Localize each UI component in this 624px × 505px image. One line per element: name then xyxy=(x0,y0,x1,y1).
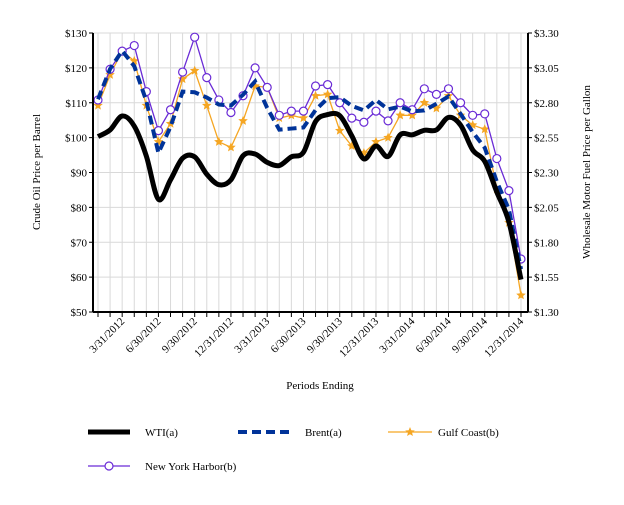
data-point-new-york-harbor-b xyxy=(274,110,284,120)
x-tick-label: 12/31/2012 xyxy=(192,316,236,360)
data-point-new-york-harbor-b xyxy=(178,67,188,77)
data-point-new-york-harbor-b xyxy=(335,98,345,108)
y-tick-label-left: $70 xyxy=(71,237,88,249)
data-point-gulf-coast-b xyxy=(347,141,357,150)
y-axis-title-right: Wholesale Motor Fuel Price per Gallon xyxy=(581,85,593,259)
data-point-gulf-coast-b xyxy=(395,110,405,120)
data-point-gulf-coast-b xyxy=(419,97,430,107)
data-point-new-york-harbor-b xyxy=(190,32,200,42)
legend-star-marker xyxy=(405,427,415,436)
data-point-new-york-harbor-b xyxy=(504,186,514,196)
x-tick-label: 6/30/2013 xyxy=(269,315,309,355)
y-tick-label-right: $1.30 xyxy=(534,307,559,319)
legend-item-brent-a: Brent(a) xyxy=(238,427,342,439)
y-tick-label-right: $3.05 xyxy=(534,63,559,75)
data-point-new-york-harbor-b xyxy=(492,153,502,164)
data-point-gulf-coast-b xyxy=(431,103,442,113)
data-point-new-york-harbor-b xyxy=(262,82,272,93)
data-point-new-york-harbor-b xyxy=(298,106,309,116)
x-tick-label: 12/31/2014 xyxy=(482,315,526,359)
data-point-new-york-harbor-b xyxy=(431,89,441,99)
series-line-gulf-coast-b xyxy=(97,50,522,296)
x-tick-label: 3/31/2013 xyxy=(232,315,272,355)
data-point-new-york-harbor-b xyxy=(480,109,490,119)
data-point-gulf-coast-b xyxy=(177,74,188,84)
data-point-new-york-harbor-b xyxy=(455,98,466,108)
x-tick-label: 6/30/2012 xyxy=(124,316,164,356)
legend-label: WTI(a) xyxy=(145,427,178,439)
data-point-new-york-harbor-b xyxy=(347,113,357,123)
series-line-brent-a xyxy=(96,47,523,270)
legend-item-gulf-coast-b: Gulf Coast(b) xyxy=(388,427,499,439)
data-point-new-york-harbor-b xyxy=(395,98,405,108)
legend-label: Brent(a) xyxy=(305,427,342,439)
data-point-gulf-coast-b xyxy=(129,55,139,65)
y-tick-label-left: $90 xyxy=(71,168,88,180)
y-tick-label-left: $80 xyxy=(71,202,88,214)
legend-label: New York Harbor(b) xyxy=(145,461,237,473)
data-point-new-york-harbor-b xyxy=(359,117,369,127)
data-point-new-york-harbor-b xyxy=(165,105,176,115)
data-point-new-york-harbor-b xyxy=(250,63,260,73)
x-tick-label: 12/31/2013 xyxy=(337,315,381,359)
data-point-gulf-coast-b xyxy=(226,142,236,152)
x-tick-label: 6/30/2014 xyxy=(414,315,454,355)
data-point-new-york-harbor-b xyxy=(310,81,321,91)
data-point-gulf-coast-b xyxy=(516,290,526,300)
y-tick-label-right: $2.05 xyxy=(534,202,559,214)
gridlines xyxy=(93,32,528,313)
data-point-gulf-coast-b xyxy=(310,90,321,100)
data-point-gulf-coast-b xyxy=(480,124,490,134)
data-point-new-york-harbor-b xyxy=(202,73,212,83)
data-point-gulf-coast-b xyxy=(407,110,417,120)
data-point-new-york-harbor-b xyxy=(468,110,478,120)
y-tick-label-right: $2.30 xyxy=(534,168,559,180)
legend-item-wti-a: WTI(a) xyxy=(88,427,178,439)
data-point-new-york-harbor-b xyxy=(443,84,454,94)
data-point-new-york-harbor-b xyxy=(129,40,139,51)
data-point-gulf-coast-b xyxy=(298,113,309,123)
legend-item-new-york-harbor-b: New York Harbor(b) xyxy=(88,461,237,473)
y-tick-label-left: $110 xyxy=(65,98,87,110)
y-tick-label-left: $60 xyxy=(71,272,88,284)
data-point-new-york-harbor-b xyxy=(371,106,381,116)
y-tick-label-left: $120 xyxy=(65,63,88,75)
data-point-new-york-harbor-b xyxy=(226,107,236,118)
legend-circle-marker xyxy=(104,461,114,471)
data-point-gulf-coast-b xyxy=(238,115,248,125)
x-tick-label: 3/31/2012 xyxy=(87,316,127,356)
data-point-gulf-coast-b xyxy=(202,100,212,110)
data-point-gulf-coast-b xyxy=(335,125,345,135)
y-tick-label-right: $2.80 xyxy=(534,98,559,110)
x-tick-label: 3/31/2014 xyxy=(377,315,417,355)
data-point-gulf-coast-b xyxy=(214,136,224,146)
y-tick-label-right: $1.55 xyxy=(534,272,559,284)
data-point-gulf-coast-b xyxy=(93,100,103,110)
x-axis-title: Periods Ending xyxy=(286,380,354,392)
y-tick-label-right: $3.30 xyxy=(534,28,559,40)
data-point-gulf-coast-b xyxy=(371,136,381,146)
data-point-gulf-coast-b xyxy=(189,65,200,75)
data-point-new-york-harbor-b xyxy=(383,116,393,126)
legend: WTI(a) Brent(a) Gulf Coast(b) New York Harb… xyxy=(88,427,499,473)
y-tick-label-right: $2.55 xyxy=(534,133,559,145)
data-point-new-york-harbor-b xyxy=(419,84,429,94)
legend-label: Gulf Coast(b) xyxy=(438,427,499,439)
y-tick-label-left: $100 xyxy=(65,133,88,145)
series-layer xyxy=(93,32,526,300)
data-point-new-york-harbor-b xyxy=(323,80,333,90)
series-line-wti-a xyxy=(96,110,524,281)
y-tick-label-right: $1.80 xyxy=(534,237,559,249)
y-tick-label-left: $50 xyxy=(71,307,88,319)
data-point-gulf-coast-b xyxy=(383,132,393,142)
y-tick-label-left: $130 xyxy=(65,28,88,40)
y-axis-title-left: Crude Oil Price per Barrel xyxy=(31,114,43,230)
data-point-new-york-harbor-b xyxy=(286,106,296,116)
